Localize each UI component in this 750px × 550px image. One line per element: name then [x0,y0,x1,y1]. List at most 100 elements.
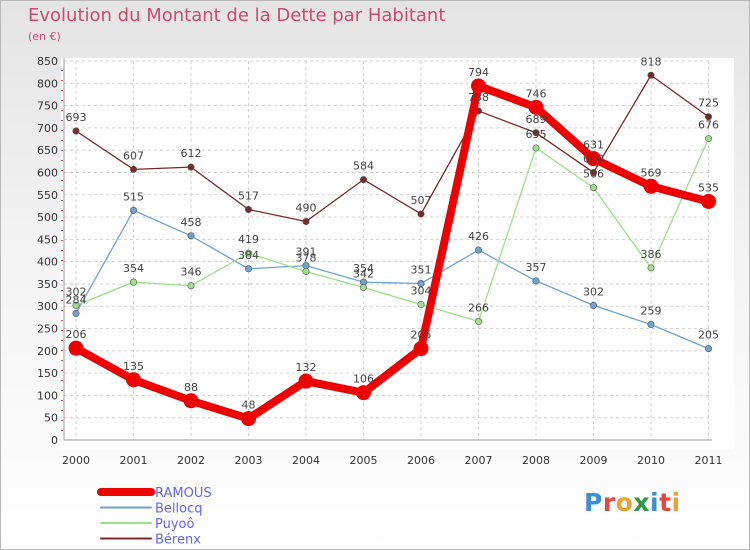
axis-marker [61,170,63,171]
logo-letter: t [659,488,672,517]
data-label: 384 [238,249,259,262]
data-label: 515 [123,190,144,203]
axis-marker [61,150,63,151]
chart-subtitle: (en €) [28,30,61,43]
data-label: 302 [583,285,604,298]
data-label: 391 [296,246,317,259]
data-label: 342 [353,268,374,281]
data-label: 794 [468,66,489,79]
y-tick-label: 600 [37,166,58,179]
axis-marker [61,210,63,211]
data-point [298,373,314,389]
data-label: 507 [411,194,432,207]
axis-marker [61,140,63,141]
x-tick-label: 2003 [235,454,263,467]
data-point [130,165,138,173]
data-label: 48 [242,399,256,412]
data-label: 106 [353,373,374,386]
data-point [126,372,141,388]
axis-marker [61,390,63,391]
data-label: 818 [641,55,662,68]
y-tick-label: 550 [37,189,58,202]
data-label: 676 [698,119,719,132]
series-line-bellocq [75,209,709,350]
axis-marker [61,350,63,351]
axis-marker [61,410,63,411]
data-label: 354 [123,262,144,275]
axis-marker [61,310,63,311]
data-label: 693 [66,111,87,124]
axis-marker [61,260,63,261]
data-point [586,151,601,167]
logo-letter: P [584,488,603,517]
data-point [72,301,80,309]
data-label: 132 [296,361,317,374]
y-tick-label: 200 [37,345,58,358]
data-label: 357 [526,261,547,274]
x-tick-label: 2006 [407,454,435,467]
data-label: 259 [641,305,662,318]
data-point [647,71,655,79]
series-line-bérenx [75,74,709,223]
legend-label: Bérenx [155,533,201,548]
logo-letter: i [671,488,681,517]
x-tick-label: 2009 [580,454,608,467]
data-point [359,284,367,292]
y-tick-label: 250 [37,323,58,336]
data-point [532,277,540,285]
data-point [417,300,425,308]
x-tick-label: 2011 [695,454,723,467]
data-point [241,411,256,427]
y-tick-label: 700 [37,122,58,135]
data-point [359,176,367,184]
data-point [647,321,655,329]
data-label: 266 [468,301,489,314]
x-tick-label: 2004 [292,454,320,467]
y-tick-label: 350 [37,278,58,291]
axis-marker [61,160,63,161]
data-point [417,210,425,218]
data-point [356,385,371,401]
axis-marker [61,370,63,371]
axis-marker [61,90,63,91]
x-tick-label: 2000 [62,454,90,467]
axis-marker [61,420,63,421]
axis-marker [61,280,63,281]
data-point [72,127,80,135]
data-point [704,113,712,121]
data-label: 535 [698,181,719,194]
axis-marker [61,130,63,131]
data-label: 569 [641,166,662,179]
data-point [589,168,597,176]
data-point [72,309,80,317]
data-point [245,265,253,273]
data-label: 205 [411,329,432,342]
data-label: 206 [66,328,87,341]
data-point [532,144,540,152]
data-label: 655 [526,128,547,141]
data-label: 284 [66,293,87,306]
axis-marker [61,330,63,331]
axis-marker [61,220,63,221]
axis-marker [61,270,63,271]
x-tick-label: 2007 [465,454,493,467]
data-label: 725 [698,97,719,110]
data-point [589,301,597,309]
x-tick-label: 2010 [637,454,665,467]
axis-marker [61,70,63,71]
data-point [245,205,253,213]
x-tick-label: 2002 [177,454,205,467]
data-point [187,163,195,171]
proxiti-logo: Proxiti [584,488,681,517]
y-tick-label: 150 [37,367,58,380]
series-line-puyoô [75,138,710,323]
data-label: 607 [123,149,144,162]
data-label: 346 [181,266,202,279]
axis-marker [61,340,63,341]
data-label: 386 [641,248,662,261]
data-label: 354 [353,262,374,275]
series-line-ramous [74,81,710,423]
data-point [701,193,716,209]
data-point [589,184,597,192]
